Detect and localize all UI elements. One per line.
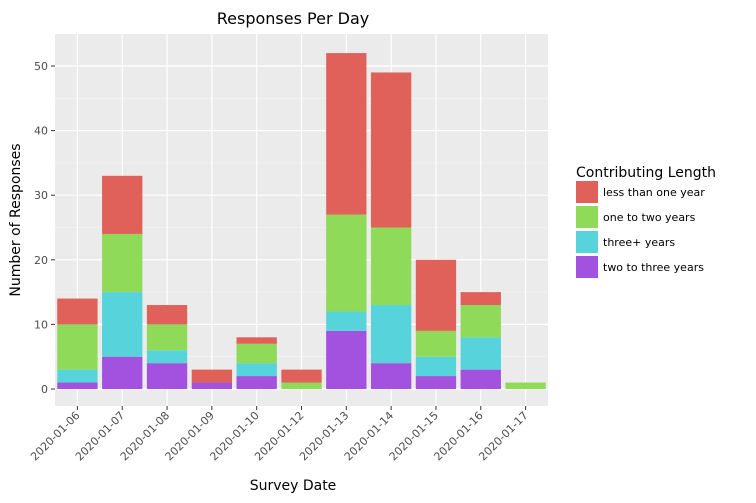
x-axis-title: Survey Date <box>250 478 337 494</box>
bar-segment <box>57 382 98 389</box>
bar-segment <box>236 337 277 344</box>
bar-segment <box>281 369 322 383</box>
bar-segment <box>326 214 367 312</box>
bar-segment <box>236 363 277 377</box>
legend-swatch <box>576 256 598 278</box>
bar-segment <box>57 324 98 370</box>
y-tick-label: 10 <box>34 318 48 331</box>
legend-swatch <box>576 206 598 228</box>
y-tick-label: 0 <box>41 383 48 396</box>
legend-label: two to three years <box>603 261 704 274</box>
legend-title: Contributing Length <box>576 165 716 181</box>
bars <box>57 53 546 389</box>
bar-segment <box>102 356 143 389</box>
bar-segment <box>460 369 501 389</box>
y-axis-title: Number of Responses <box>8 143 24 296</box>
bar-segment <box>460 305 501 338</box>
legend-swatch <box>576 181 598 203</box>
bar-segment <box>370 227 412 306</box>
bar-segment <box>415 259 457 331</box>
bar-segment <box>57 298 98 325</box>
bar-segment <box>146 350 188 364</box>
bar-segment <box>370 72 412 228</box>
bar-segment <box>460 337 501 370</box>
bar-segment <box>326 330 367 389</box>
bar-segment <box>146 305 188 325</box>
legend-label: three+ years <box>603 236 675 249</box>
bar-segment <box>102 175 143 234</box>
y-tick-label: 30 <box>34 189 48 202</box>
y-tick-label: 20 <box>34 254 48 267</box>
bar-segment <box>191 369 233 383</box>
bar-segment <box>460 292 501 306</box>
bar-segment <box>415 330 457 357</box>
bar-segment <box>370 305 412 364</box>
bar-segment <box>415 356 457 377</box>
chart-title: Responses Per Day <box>217 9 369 28</box>
bar-segment <box>281 382 322 389</box>
bar-segment <box>191 382 233 389</box>
bar-segment <box>102 292 143 357</box>
bar-segment <box>146 324 188 351</box>
legend-items: less than one year one to two years three+… <box>576 181 705 278</box>
bar-segment <box>370 363 412 389</box>
bar-segment <box>236 376 277 389</box>
legend: Contributing Length less than one year on… <box>576 165 716 278</box>
y-tick-label: 40 <box>34 125 48 138</box>
bar-segment <box>146 363 188 389</box>
bar-segment <box>326 53 367 215</box>
bar-segment <box>236 343 277 364</box>
y-tick-label: 50 <box>34 60 48 73</box>
x-axis: 2020-01-062020-01-072020-01-082020-01-09… <box>28 406 531 463</box>
legend-swatch <box>576 231 598 253</box>
y-axis: 0 10 20 30 40 50 <box>34 60 55 396</box>
bar-segment <box>102 233 143 293</box>
bar-segment <box>326 311 367 331</box>
legend-label: less than one year <box>603 186 705 199</box>
legend-label: one to two years <box>603 211 696 224</box>
bar-segment <box>505 382 546 389</box>
bar-segment <box>57 369 98 383</box>
bar-segment <box>415 376 457 389</box>
